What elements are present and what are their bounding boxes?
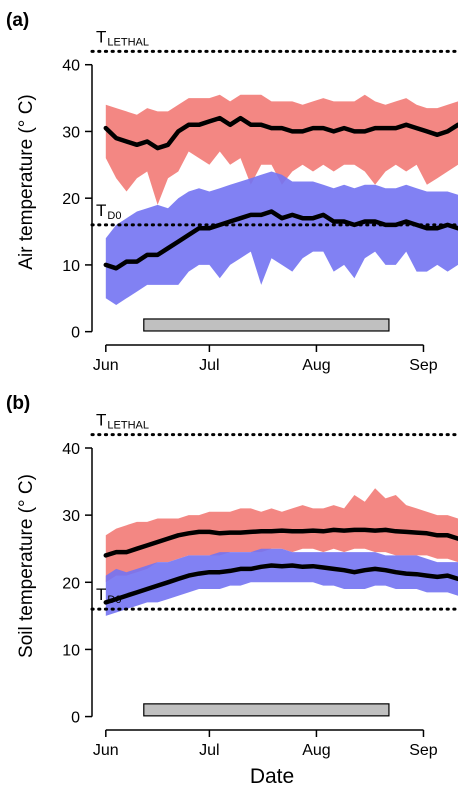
y-tick-label: 10 (62, 258, 80, 275)
y-tick-label: 20 (62, 191, 80, 208)
threshold-label: TLETHAL (96, 27, 149, 48)
series-1-range-band (105, 548, 458, 616)
x-tick-label: Jul (199, 357, 219, 374)
threshold-label: TLETHAL (96, 411, 149, 432)
threshold-subscript: D0 (107, 210, 121, 222)
y-tick-label: 30 (62, 124, 80, 141)
series-0-mean-line (103, 527, 458, 558)
threshold-subscript: LETHAL (107, 420, 149, 432)
series-1-mean-line (103, 209, 458, 271)
series-0-range-band (105, 488, 458, 583)
x-tick-label: Jun (93, 742, 119, 759)
threshold-subscript: LETHAL (107, 36, 149, 48)
y-tick-label: 20 (62, 575, 80, 592)
y-axis-title: Air temperature (° C) (16, 94, 37, 269)
threshold-subscript: D0 (107, 594, 121, 606)
x-tick-label: Aug (302, 357, 330, 374)
x-axis-title: Date (250, 765, 294, 788)
series-0-mean-line (103, 115, 458, 151)
panel-air-temperature: (a) Air temperature (° C) TLETHAL TD0 0 10 2… (6, 10, 458, 374)
panel-label: (a) (6, 10, 29, 31)
series-1-mean-line (103, 563, 458, 605)
y-tick-label: 40 (62, 441, 80, 458)
x-tick-label: Aug (302, 742, 330, 759)
x-tick-label: Sep (409, 357, 438, 374)
plot-area: TLETHAL TD0 0 10 20 30 40 Jun Jul Aug Sep (62, 27, 458, 374)
series-1-range-band (105, 171, 458, 305)
period-bar (143, 318, 390, 332)
y-tick-label: 0 (71, 325, 80, 342)
panel-label: (b) (6, 393, 30, 414)
panel-soil-temperature: (b) Soil temperature (° C) TLETHALTD0010… (6, 393, 458, 759)
y-axis-title: Soil temperature (° C) (16, 474, 37, 658)
y-tick-label: 10 (62, 642, 80, 659)
x-tick-label: Sep (409, 742, 438, 759)
y-tick-label: 30 (62, 508, 80, 525)
x-tick-label: Jun (93, 357, 119, 374)
y-tick-label: 40 (62, 58, 80, 75)
y-tick-label: 0 (71, 710, 80, 727)
period-bar (143, 703, 390, 717)
threshold-label: TD0 (96, 201, 121, 222)
series-0-range-band (105, 94, 458, 205)
x-tick-label: Jul (199, 742, 219, 759)
